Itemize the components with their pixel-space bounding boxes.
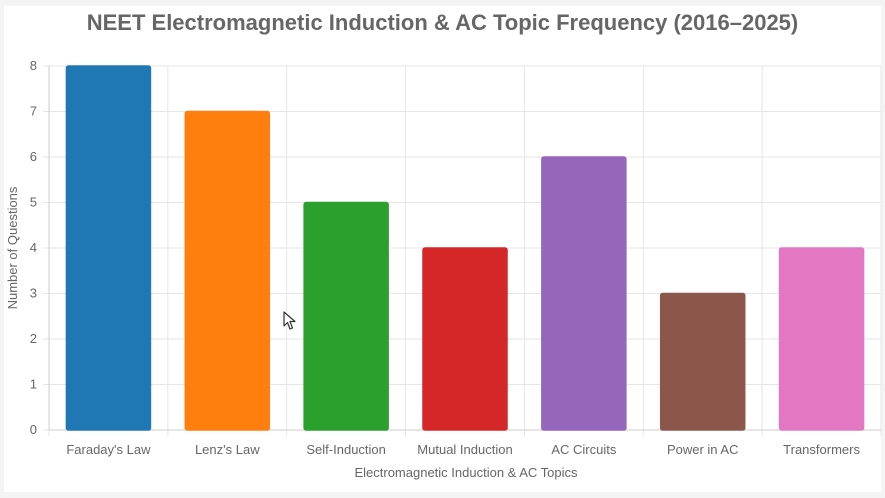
x-tick-label: Transformers [783,442,860,457]
x-axis-ticks: Faraday's Law Lenz's Law Self-Induction Mut… [66,442,860,457]
x-tick-label: AC Circuits [551,442,617,457]
bar [541,156,627,431]
x-tick-label: Mutual Induction [417,442,512,457]
bar [65,65,152,431]
y-tick-label: 4 [30,240,37,255]
chart-title: NEET Electromagnetic Induction & AC Topi… [86,10,799,35]
y-tick-label: 1 [30,377,37,392]
y-axis-ticks: 0 1 2 3 4 5 6 7 8 [30,58,37,437]
y-tick-label: 8 [30,58,37,73]
y-tick-label: 6 [30,149,37,164]
y-tick-label: 0 [30,422,37,437]
x-tick-label: Power in AC [667,442,739,457]
y-tick-label: 3 [30,286,37,301]
y-axis-label: Number of Questions [5,186,20,309]
x-tick-label: Lenz's Law [195,442,260,457]
bar [184,110,271,431]
y-tick-label: 5 [30,195,37,210]
bar [778,247,865,431]
x-tick-label: Self-Induction [306,442,386,457]
y-tick-label: 7 [30,104,37,119]
bar [303,201,389,431]
grid-lines [43,65,882,436]
x-tick-label: Faraday's Law [66,442,151,457]
bar [659,292,746,431]
bars [65,65,865,431]
x-axis-label: Electromagnetic Induction & AC Topics [354,465,578,480]
y-tick-label: 2 [30,331,37,346]
mouse-pointer-icon [283,311,296,330]
bar [422,247,508,431]
